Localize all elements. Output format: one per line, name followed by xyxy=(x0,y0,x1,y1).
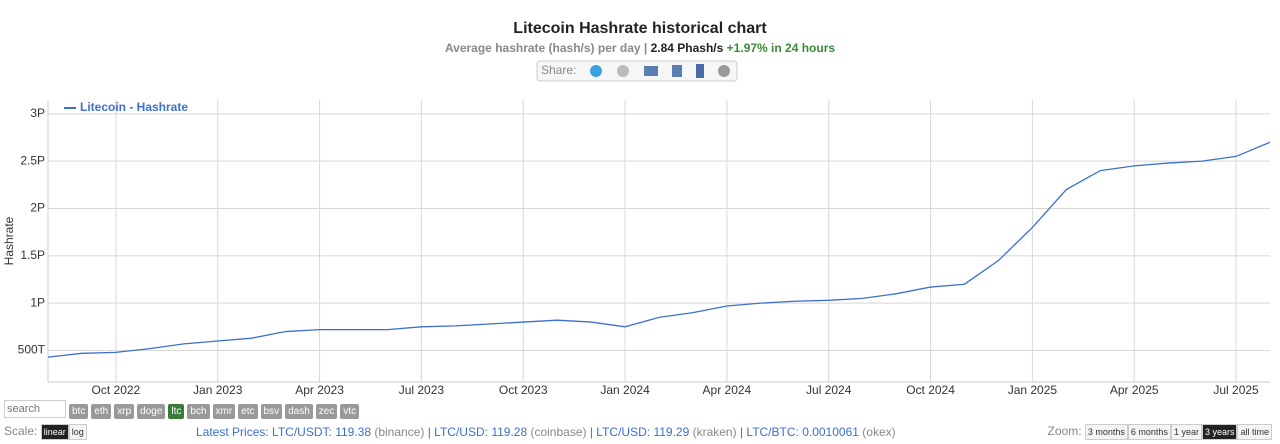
scale-button[interactable]: linear xyxy=(40,424,69,440)
separator: | xyxy=(736,425,747,439)
x-tick-label: Jan 2023 xyxy=(193,383,243,397)
y-tick-label: 2.5P xyxy=(20,153,45,167)
zoom-control: Zoom: 3 months 6 months 1 year 3 years all t… xyxy=(1048,424,1272,440)
price-value: 0.0010061 xyxy=(802,425,859,439)
price-pair: LTC/USD: xyxy=(596,425,651,439)
zoom-button[interactable]: 1 year xyxy=(1170,424,1202,440)
coin-button[interactable]: ltc xyxy=(168,404,185,419)
chart-title: Litecoin Hashrate historical chart xyxy=(513,20,767,37)
x-tick-label: Oct 2022 xyxy=(92,383,141,397)
price-exchange: (kraken) xyxy=(692,425,737,439)
coin-button[interactable]: xrp xyxy=(114,404,135,419)
y-tick-label: 1P xyxy=(30,295,45,309)
x-tick-label: Apr 2024 xyxy=(703,383,752,397)
zoom-label: Zoom: xyxy=(1047,424,1082,438)
legend-label: Litecoin - Hashrate xyxy=(80,100,188,114)
coin-button[interactable]: doge xyxy=(137,404,166,419)
y-tick-label: 2P xyxy=(30,201,45,215)
coin-buttons: btc eth xrp doge ltc bch xmr etc bsv dash zec vtc xyxy=(69,401,362,419)
zoom-button[interactable]: 6 months xyxy=(1127,424,1171,440)
zoom-button[interactable]: all time xyxy=(1237,424,1272,440)
share-label: Share: xyxy=(541,63,576,77)
coin-button[interactable]: dash xyxy=(285,404,313,419)
zoom-button[interactable]: 3 years xyxy=(1201,424,1238,440)
latest-prices: Latest Prices: LTC/USDT: 119.38 (binance… xyxy=(196,425,896,439)
coin-button[interactable]: xmr xyxy=(212,404,236,419)
current-hashrate: 2.84 Phash/s xyxy=(651,41,724,55)
y-tick-label: 500T xyxy=(18,343,46,357)
subtitle-text: Average hashrate (hash/s) per day | xyxy=(445,41,647,55)
prices-label: Latest Prices: xyxy=(196,425,269,439)
coin-button[interactable]: btc xyxy=(69,404,89,419)
coin-button[interactable]: zec xyxy=(315,404,338,419)
price-pair: LTC/USD: xyxy=(434,425,488,439)
price-pair: LTC/BTC: xyxy=(746,425,799,439)
separator: | xyxy=(586,425,597,439)
chart: Litecoin Hashrate historical chart Avera… xyxy=(2,20,1271,397)
share-box xyxy=(536,60,738,82)
search-input[interactable] xyxy=(4,400,66,418)
scale-button[interactable]: log xyxy=(68,424,87,440)
coin-button[interactable]: eth xyxy=(91,404,112,419)
price-exchange: (binance) xyxy=(374,425,425,439)
price-exchange: (okex) xyxy=(862,425,896,439)
x-tick-label: Oct 2024 xyxy=(906,383,955,397)
change: +1.97% in 24 hours xyxy=(727,41,836,55)
coin-button[interactable]: bch xyxy=(187,404,210,419)
price-exchange: (coinbase) xyxy=(530,425,587,439)
coin-button[interactable]: vtc xyxy=(340,404,360,419)
zoom-button[interactable]: 3 months xyxy=(1084,424,1128,440)
share-icons[interactable] xyxy=(590,64,730,78)
x-tick-label: Apr 2023 xyxy=(295,383,344,397)
x-tick-label: Jul 2024 xyxy=(806,383,852,397)
separator: | xyxy=(424,425,435,439)
x-tick-label: Jul 2023 xyxy=(399,383,445,397)
x-tick-label: Jan 2024 xyxy=(600,383,650,397)
scale-control: Scale: linear log xyxy=(4,424,87,440)
scale-label: Scale: xyxy=(4,424,38,438)
y-axis-label: Hashrate xyxy=(2,216,16,265)
coin-button[interactable]: etc xyxy=(238,404,258,419)
x-tick-label: Jul 2025 xyxy=(1213,383,1259,397)
y-tick-label: 1.5P xyxy=(20,248,45,262)
coin-button[interactable]: bsv xyxy=(260,404,283,419)
subtitle: Average hashrate (hash/s) per day | 2.84… xyxy=(445,41,835,55)
price-value: 119.38 xyxy=(335,425,371,439)
price-value: 119.28 xyxy=(491,425,528,439)
x-tick-label: Apr 2025 xyxy=(1110,383,1159,397)
price-value: 119.29 xyxy=(653,425,690,439)
y-tick-label: 3P xyxy=(30,106,45,120)
x-tick-label: Oct 2023 xyxy=(499,383,548,397)
data-line xyxy=(47,141,1271,358)
price-pair: LTC/USDT: xyxy=(272,425,332,439)
x-tick-label: Jan 2025 xyxy=(1008,383,1058,397)
